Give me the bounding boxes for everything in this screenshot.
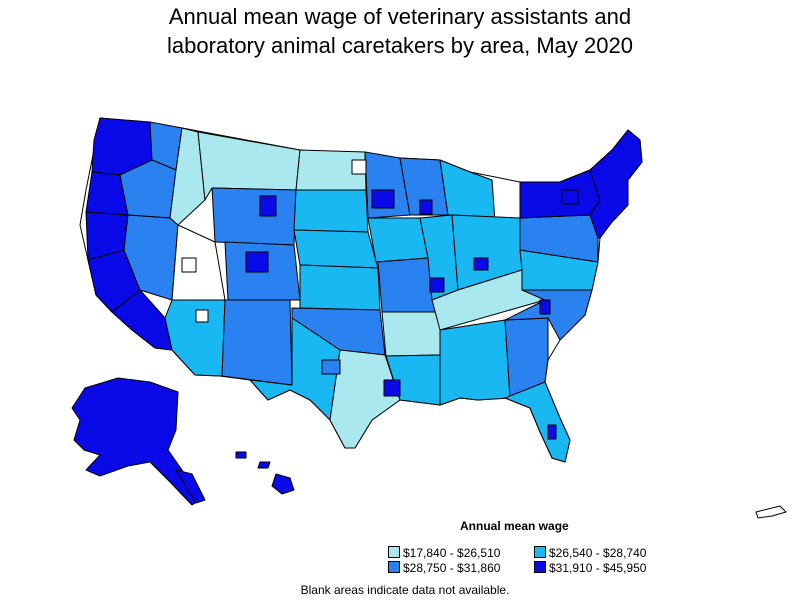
- legend-item-tier-2: $26,540 - $28,740: [534, 546, 646, 560]
- metro-accent: [473, 257, 489, 271]
- metro-accent: [539, 299, 551, 315]
- legend-swatch: [388, 546, 400, 558]
- region-alaska: [71, 377, 201, 506]
- legend-swatch: [388, 561, 400, 573]
- legend-label: $26,540 - $28,740: [549, 546, 647, 560]
- metro-accent: [321, 359, 341, 375]
- region-hawaii-oahu: [235, 451, 247, 459]
- region-wyoming: [211, 187, 297, 246]
- region-south-dakota: [293, 189, 369, 233]
- metro-accent: [419, 199, 433, 215]
- region-michigan: [439, 159, 496, 223]
- region-arizona: [164, 299, 226, 377]
- metro-accent: [245, 251, 269, 273]
- metro-accent: [383, 379, 401, 397]
- legend-title: Annual mean wage: [460, 519, 569, 533]
- region-nebraska: [293, 229, 379, 269]
- region-new-mexico: [221, 299, 293, 386]
- metro-accent: [371, 189, 395, 209]
- map-title-line-2: laboratory animal caretakers by area, Ma…: [167, 33, 633, 58]
- region-iowa: [367, 217, 429, 263]
- legend-swatch: [534, 561, 546, 573]
- footnote: Blank areas indicate data not available.: [300, 583, 510, 597]
- region-hawaii-maui: [257, 461, 271, 469]
- region-texas-east: [329, 349, 401, 449]
- region-new-york: [519, 169, 601, 219]
- region-arkansas: [381, 311, 441, 357]
- region-mississippi-alabama: [439, 319, 511, 406]
- region-puerto-rico: [755, 505, 787, 519]
- region-kansas: [299, 264, 381, 311]
- metro-accent: [195, 309, 209, 323]
- metro-accent: [259, 195, 277, 217]
- region-florida: [504, 381, 571, 463]
- region-new-england: [589, 129, 643, 239]
- legend-swatch: [534, 546, 546, 558]
- legend-item-tier-3: $28,750 - $31,860: [388, 561, 500, 575]
- legend-item-tier-4: $31,910 - $45,950: [534, 561, 646, 575]
- metro-accent: [181, 257, 197, 273]
- map-title: Annual mean wage of veterinary assistant…: [0, 2, 800, 60]
- legend-label: $31,910 - $45,950: [549, 561, 647, 575]
- legend-label: $28,750 - $31,860: [403, 561, 501, 575]
- region-carolinas: [504, 289, 593, 341]
- region-alaska-panhandle: [175, 469, 206, 504]
- legend-label: $17,840 - $26,510: [403, 546, 501, 560]
- metro-accent: [561, 189, 579, 205]
- metro-accent: [429, 277, 445, 293]
- metro-accent: [547, 424, 557, 440]
- map-title-line-1: Annual mean wage of veterinary assistant…: [168, 4, 632, 29]
- legend-item-tier-1: $17,840 - $26,510: [388, 546, 500, 560]
- metro-accent: [351, 159, 367, 175]
- region-hawaii-big-island: [271, 473, 295, 495]
